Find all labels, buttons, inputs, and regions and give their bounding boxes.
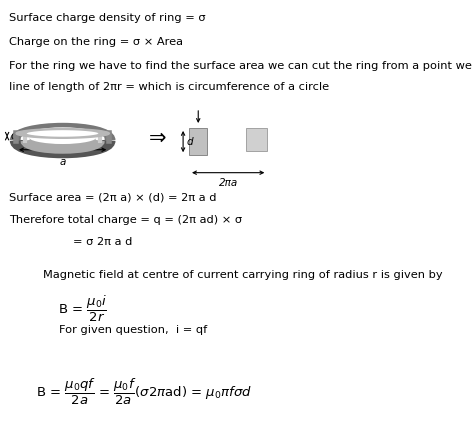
Text: Surface charge density of ring = σ: Surface charge density of ring = σ xyxy=(9,13,206,23)
Bar xyxy=(189,128,208,155)
Text: B = $\dfrac{\mu_0 i}{2r}$: B = $\dfrac{\mu_0 i}{2r}$ xyxy=(58,294,107,324)
Text: line of length of 2πr = which is circumference of a circle: line of length of 2πr = which is circumf… xyxy=(9,82,329,92)
Polygon shape xyxy=(16,129,109,138)
Text: Magnetic field at centre of current carrying ring of radius r is given by: Magnetic field at centre of current carr… xyxy=(43,270,442,280)
Text: d: d xyxy=(11,131,18,141)
Text: For given question,  i = qf: For given question, i = qf xyxy=(59,325,208,335)
Text: a: a xyxy=(59,157,66,167)
Bar xyxy=(246,128,267,151)
Text: B = $\dfrac{\mu_0 qf}{2a}$ = $\dfrac{\mu_0 f}{2a}$($\sigma$2$\pi$ad) = $\mu_0\pi: B = $\dfrac{\mu_0 qf}{2a}$ = $\dfrac{\mu… xyxy=(36,376,252,407)
Text: For the ring we have to find the surface area we can cut the ring from a point w: For the ring we have to find the surface… xyxy=(9,61,474,71)
Text: = σ 2π a d: = σ 2π a d xyxy=(73,236,132,247)
Text: Therefore total charge = q = (2π ad) × σ: Therefore total charge = q = (2π ad) × σ xyxy=(9,215,243,225)
Text: ⇒: ⇒ xyxy=(149,128,166,148)
Text: d: d xyxy=(187,137,193,147)
Text: Surface area = (2π a) × (d) = 2π a d: Surface area = (2π a) × (d) = 2π a d xyxy=(9,193,217,203)
Text: 2πa: 2πa xyxy=(219,178,238,188)
Text: Charge on the ring = σ × Area: Charge on the ring = σ × Area xyxy=(9,37,183,47)
